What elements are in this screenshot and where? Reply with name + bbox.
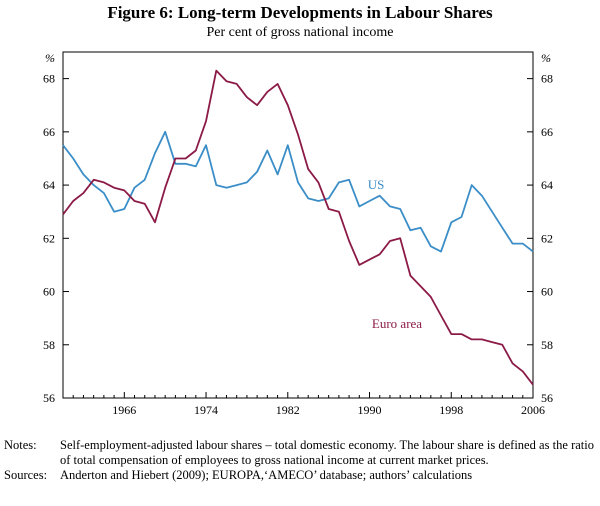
y-tick-label-right: 58 — [541, 338, 553, 352]
y-tick-label-left: 60 — [43, 285, 55, 299]
x-tick-label: 1998 — [439, 403, 463, 417]
x-tick-label: 1966 — [112, 403, 136, 417]
notes-row: Notes: Self-employment-adjusted labour s… — [4, 438, 594, 468]
y-tick-label-right: 64 — [541, 178, 553, 192]
y-unit-right: % — [541, 51, 551, 65]
y-tick-label-right: 66 — [541, 125, 553, 139]
y-tick-label-left: 58 — [43, 338, 55, 352]
series-line-us — [62, 130, 534, 253]
sources-row: Sources: Anderton and Hiebert (2009); EU… — [4, 468, 594, 483]
y-tick-label-left: 62 — [43, 231, 55, 245]
sources-label: Sources: — [4, 468, 48, 482]
y-tick-label-left: 56 — [43, 391, 55, 405]
y-tick-label-left: 64 — [43, 178, 55, 192]
notes-label: Notes: — [4, 438, 37, 452]
y-tick-label-right: 60 — [541, 285, 553, 299]
y-tick-label-left: 66 — [43, 125, 55, 139]
x-tick-label: 1990 — [358, 403, 382, 417]
plot-frame — [62, 51, 534, 399]
chart-title: Figure 6: Long-term Developments in Labo… — [107, 3, 493, 22]
x-tick-label: 1982 — [276, 403, 300, 417]
notes-text: Self-employment-adjusted labour shares –… — [60, 438, 594, 467]
x-tick-label: 2006 — [521, 403, 545, 417]
chart-subtitle: Per cent of gross national income — [206, 25, 393, 40]
y-tick-label-right: 56 — [541, 391, 553, 405]
y-tick-label-left: 68 — [43, 72, 55, 86]
annotation-us: US — [368, 177, 385, 192]
sources-text: Anderton and Hiebert (2009); EUROPA,‘AME… — [60, 468, 473, 482]
notes-block: Notes: Self-employment-adjusted labour s… — [4, 438, 594, 483]
y-tick-label-right: 62 — [541, 231, 553, 245]
series-line-euro-area — [62, 69, 534, 386]
y-unit-left: % — [45, 51, 55, 65]
x-tick-label: 1974 — [194, 403, 218, 417]
y-tick-label-right: 68 — [541, 72, 553, 86]
annotation-euro-area: Euro area — [372, 316, 422, 331]
